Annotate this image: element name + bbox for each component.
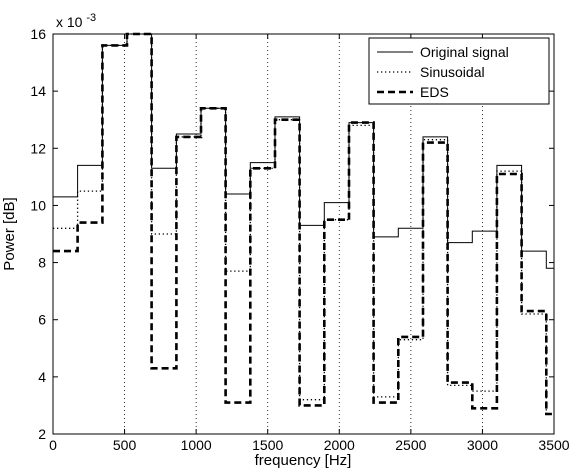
x-tick-label-500: 500 xyxy=(113,437,137,453)
legend-label-eds: EDS xyxy=(420,84,449,100)
scale-factor-label: x 10 -3 xyxy=(56,12,96,30)
legend-label-sinusoidal: Sinusoidal xyxy=(420,64,485,80)
legend: Original signal Sinusoidal EDS xyxy=(368,37,550,105)
plot-frame xyxy=(52,33,555,435)
x-tick-label-3500: 3500 xyxy=(538,437,569,453)
y-tick-label-12: 12 xyxy=(30,140,46,156)
legend-label-original-signal: Original signal xyxy=(420,44,509,60)
x-tick-label-2500: 2500 xyxy=(395,437,426,453)
y-tick-label-6: 6 xyxy=(38,312,46,328)
x-tick-label-0: 0 xyxy=(49,437,57,453)
scale-exponent: -3 xyxy=(86,12,96,24)
y-axis-label: Power [dB] xyxy=(1,197,18,270)
ticks: 0 500 1000 1500 2000 2500 3000 3500 2 4 6 8 10 12 14 16 xyxy=(30,26,569,453)
y-tick-label-8: 8 xyxy=(38,255,46,271)
x-tick-label-1500: 1500 xyxy=(252,437,283,453)
y-tick-label-4: 4 xyxy=(38,369,46,385)
x-tick-label-2000: 2000 xyxy=(324,437,355,453)
x-axis-label: frequency [Hz] xyxy=(255,452,352,469)
y-tick-label-2: 2 xyxy=(38,426,46,442)
y-tick-label-16: 16 xyxy=(30,26,46,42)
grid xyxy=(124,34,483,434)
x-tick-label-1000: 1000 xyxy=(181,437,212,453)
y-tick-label-14: 14 xyxy=(30,83,46,99)
y-tick-label-10: 10 xyxy=(30,197,46,213)
x-tick-label-3000: 3000 xyxy=(467,437,498,453)
